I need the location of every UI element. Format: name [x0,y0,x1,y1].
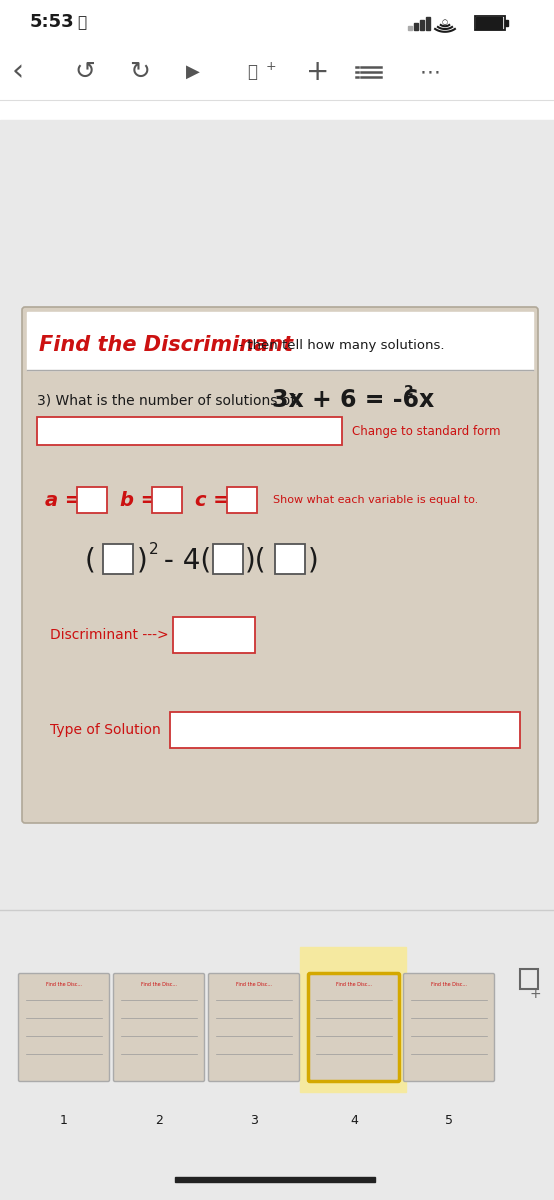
Text: 3: 3 [250,1114,258,1127]
Text: Find the Disc...: Find the Disc... [236,983,272,988]
Bar [420,20,424,30]
Text: +: + [529,986,541,1001]
Text: 5: 5 [445,1114,453,1127]
Text: Find the Disc...: Find the Disc... [46,983,82,988]
Bar [414,23,418,30]
Bar [300,947,406,1092]
Text: Find the Disc...: Find the Disc... [141,983,177,988]
FancyBboxPatch shape [309,973,399,1081]
Text: 2: 2 [155,1114,163,1127]
Text: Find the Disc...: Find the Disc... [336,983,372,988]
Text: Type of Solution: Type of Solution [50,722,161,737]
Bar [476,17,502,29]
Text: a =: a = [45,491,81,510]
Text: - 4(: - 4( [155,546,211,574]
Text: ⟋: ⟋ [77,16,86,30]
Bar [152,487,182,514]
Text: ): ) [137,546,148,574]
Bar [213,544,243,574]
Bar [520,970,538,989]
Bar [426,17,430,30]
Text: ↻: ↻ [130,60,151,84]
Bar [475,16,505,30]
Bar [275,544,305,574]
Text: Show what each variable is equal to.: Show what each variable is equal to. [273,494,478,505]
Text: +: + [266,60,276,73]
Bar [27,312,533,370]
Text: ○: ○ [442,19,448,25]
Bar [0,44,554,100]
FancyBboxPatch shape [208,973,300,1081]
Bar [227,487,257,514]
FancyBboxPatch shape [22,307,538,823]
FancyBboxPatch shape [403,973,495,1081]
FancyBboxPatch shape [18,973,110,1081]
Text: 1: 1 [60,1114,68,1127]
Text: 5:53: 5:53 [30,13,75,31]
Bar [77,487,107,514]
Text: Find the Discriminant: Find the Discriminant [39,335,293,355]
Bar [173,617,255,653]
Bar [175,1177,375,1182]
Text: ▶: ▶ [186,62,200,80]
Text: Discriminant --->: Discriminant ---> [50,628,168,642]
Text: +: + [306,58,330,86]
Text: Change to standard form: Change to standard form [352,425,500,438]
Bar [0,910,554,1140]
Bar [505,20,508,26]
Bar [170,712,520,748]
Text: (: ( [85,546,96,574]
Text: 4: 4 [350,1114,358,1127]
Text: c =: c = [195,491,229,510]
Text: 2: 2 [404,384,414,398]
Text: 2: 2 [149,541,158,557]
Bar [408,26,412,30]
Text: 👤: 👤 [247,62,257,80]
Text: ⋯: ⋯ [419,62,440,82]
Text: )(: )( [245,546,266,574]
Text: ↺: ↺ [74,60,95,84]
Text: 3) What is the number of solutions of:: 3) What is the number of solutions of: [37,392,299,407]
Text: ‹: ‹ [12,58,24,86]
Text: b =: b = [120,491,157,510]
Bar [0,0,554,44]
FancyBboxPatch shape [114,973,204,1081]
Text: - then tell how many solutions.: - then tell how many solutions. [234,338,444,352]
Bar [37,416,342,445]
Text: ): ) [308,546,319,574]
Text: Find the Disc...: Find the Disc... [431,983,467,988]
Bar [103,544,133,574]
Text: 3x + 6 = -6x: 3x + 6 = -6x [272,388,434,412]
